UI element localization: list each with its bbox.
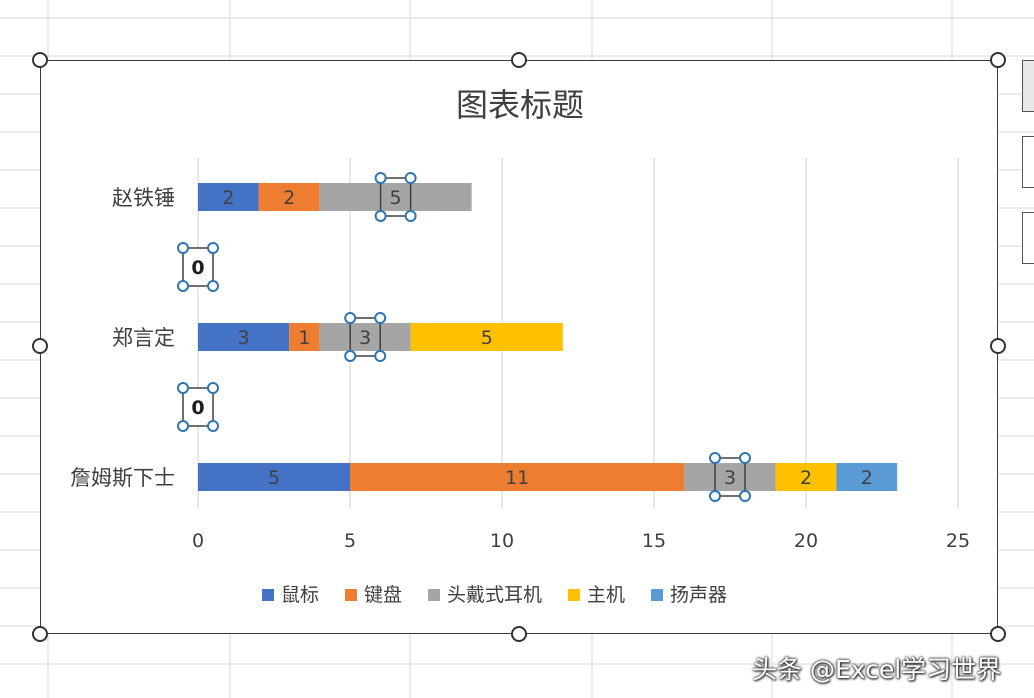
x-tick-label: 20 [794,530,818,552]
label-handle [207,382,219,394]
bar-segment [319,183,472,211]
label-handle [404,210,417,222]
legend-swatch [428,589,440,601]
resize-handle-top-right[interactable] [990,52,1006,68]
bar-segment [319,323,411,351]
bar-segment [350,463,685,491]
chart-title: 图表标题 [456,86,584,124]
x-tick-label: 15 [642,530,666,552]
category-label: 詹姆斯下士 [70,466,175,490]
category-label: 郑言定 [112,326,175,350]
label-handle [177,420,189,432]
legend-label: 键盘 [364,584,402,606]
label-handle [207,280,219,292]
chart-elements-button[interactable] [1022,60,1034,112]
data-label: 3 [238,327,250,349]
bar-segment [775,463,837,491]
chart-area[interactable]: 图表标题 赵铁锤 郑言定 詹姆斯下士 2 2 5 3 1 3 5 5 11 3 2 2 0 0 0 5 10 15 20 25… [40,60,998,634]
chart-styles-button[interactable] [1022,136,1034,188]
bar-segment [198,463,350,491]
legend-swatch [651,589,663,601]
category-label: 赵铁锤 [112,186,175,210]
resize-handle-bottom-center[interactable] [511,626,527,642]
data-label: 5 [390,187,402,209]
label-handle [177,280,189,292]
data-label: 3 [359,327,371,349]
data-label: 5 [481,327,493,349]
legend-swatch [568,589,580,601]
label-handle [404,172,417,184]
label-handle [344,350,357,362]
legend-label: 鼠标 [281,584,319,606]
data-label: 2 [283,187,295,209]
label-handle [374,312,387,324]
label-handle [739,490,751,502]
label-handle [709,490,721,502]
label-handle [207,242,219,254]
legend-swatch [345,589,357,601]
label-handle [177,242,189,254]
bar-segment [198,183,259,211]
x-tick-label: 10 [490,530,514,552]
resize-handle-top-left[interactable] [32,52,48,68]
label-handle [207,420,219,432]
label-handle [344,312,357,324]
data-label: 2 [800,467,812,489]
zero-label: 0 [191,397,204,419]
bar-segment [684,463,776,491]
data-label: 1 [298,327,310,349]
x-tick-label: 0 [192,530,204,552]
label-handle [739,452,751,464]
data-label: 5 [268,467,280,489]
x-tick-label: 25 [946,530,970,552]
selected-label-box [714,457,746,497]
bar-segment [836,463,898,491]
bar-segment [410,323,563,351]
label-handle [177,382,189,394]
chart-filters-button[interactable] [1022,212,1034,264]
selected-label-box [182,247,214,287]
selected-label-box [182,387,214,427]
data-label: 11 [505,467,529,489]
resize-handle-top-center[interactable] [511,52,527,68]
x-tick-label: 5 [344,530,356,552]
legend-label: 扬声器 [670,584,727,606]
selected-label-box [349,317,381,357]
label-handle [374,172,387,184]
resize-handle-bottom-right[interactable] [990,626,1006,642]
resize-handle-middle-right[interactable] [990,338,1006,354]
data-label: 2 [222,187,234,209]
bar-segment [289,323,320,351]
legend-label: 头戴式耳机 [447,584,542,606]
legend-swatch [262,589,274,601]
label-handle [374,350,387,362]
bar-segment [198,323,290,351]
bar-segment [258,183,320,211]
label-handle [374,210,387,222]
data-label: 3 [724,467,736,489]
resize-handle-middle-left[interactable] [32,338,48,354]
resize-handle-bottom-left[interactable] [32,626,48,642]
selected-label-box [379,177,412,217]
zero-label: 0 [191,257,204,279]
data-label: 2 [861,467,873,489]
label-handle [709,452,721,464]
watermark: 头条 @Excel学习世界 [752,655,1002,684]
legend-label: 主机 [587,584,625,606]
